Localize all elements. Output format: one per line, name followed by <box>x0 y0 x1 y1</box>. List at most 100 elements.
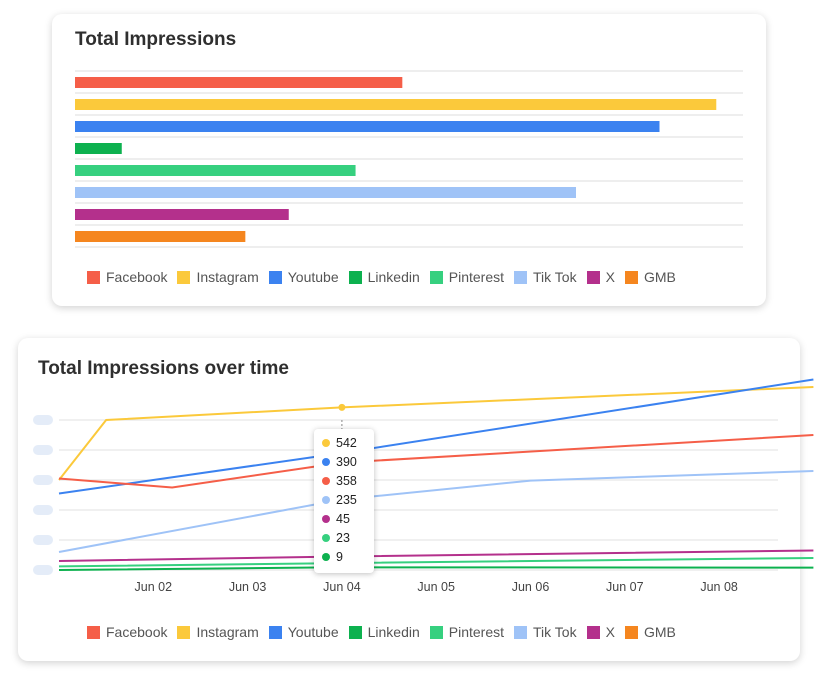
legend-swatch <box>348 270 362 284</box>
x-tick-label: Jun 06 <box>512 580 550 594</box>
line-legend-item-linkedin[interactable]: Linkedin <box>348 624 420 640</box>
legend-label: Pinterest <box>448 624 505 640</box>
tooltip-value: 358 <box>336 473 357 488</box>
line-instagram <box>58 386 814 481</box>
y-tick-placeholder <box>33 565 53 575</box>
point-instagram <box>338 403 346 411</box>
legend-swatch <box>429 625 443 639</box>
tooltip-dot <box>322 495 330 504</box>
legend-swatch <box>624 270 638 284</box>
tooltip-value: 45 <box>336 511 350 526</box>
total-impressions-card: Total Impressions Facebook Instagram Youtu… <box>52 14 766 306</box>
tooltip-dot <box>322 552 330 561</box>
legend-swatch <box>348 625 362 639</box>
legend-swatch <box>177 625 191 639</box>
legend-swatch <box>429 270 443 284</box>
bar-legend-item-facebook[interactable]: Facebook <box>87 269 167 285</box>
legend-label: Instagram <box>196 624 259 640</box>
tooltip-row: 542 <box>314 433 374 452</box>
line-legend-item-instagram[interactable]: Instagram <box>177 624 259 640</box>
legend-label: X <box>605 624 615 640</box>
bar-legend-item-youtube[interactable]: Youtube <box>268 269 339 285</box>
legend-label: Pinterest <box>448 269 505 285</box>
tooltip-row: 9 <box>314 547 374 566</box>
line-tik-tok <box>58 470 814 553</box>
tooltip-dot <box>322 438 330 447</box>
line-legend-item-pinterest[interactable]: Pinterest <box>429 624 505 640</box>
bar-facebook <box>75 77 403 88</box>
legend-label: Linkedin <box>367 269 420 285</box>
bar-tik-tok <box>75 187 576 198</box>
line-legend-item-x[interactable]: X <box>586 624 615 640</box>
line-legend-item-facebook[interactable]: Facebook <box>87 624 167 640</box>
y-tick-placeholder <box>33 445 53 455</box>
bar-chart-legend: Facebook Instagram Youtube Linkedin Pinteres… <box>87 269 686 285</box>
y-tick-placeholder <box>33 505 53 515</box>
tooltip-dot <box>322 514 330 523</box>
x-tick-label: Jun 04 <box>323 580 361 594</box>
legend-swatch <box>624 625 638 639</box>
y-tick-placeholder <box>33 535 53 545</box>
legend-swatch <box>586 270 600 284</box>
bar-gmb <box>75 231 246 242</box>
bar-legend-item-tik-tok[interactable]: Tik Tok <box>514 269 577 285</box>
legend-label: Facebook <box>106 624 168 640</box>
bar-x <box>75 209 289 220</box>
legend-swatch <box>87 270 100 284</box>
bar-legend-item-linkedin[interactable]: Linkedin <box>348 269 420 285</box>
line-youtube <box>58 378 814 495</box>
line-chart-title: Total Impressions over time <box>38 358 289 379</box>
chart-tooltip: 542 390 358 235 45 23 9 <box>314 429 374 573</box>
legend-label: Tik Tok <box>533 269 577 285</box>
legend-swatch <box>514 270 528 284</box>
bar-legend-item-x[interactable]: X <box>586 269 615 285</box>
legend-swatch <box>586 625 600 639</box>
line-facebook <box>58 434 814 489</box>
x-tick-label: Jun 02 <box>135 580 173 594</box>
legend-swatch <box>514 625 528 639</box>
bar-legend-item-pinterest[interactable]: Pinterest <box>429 269 505 285</box>
line-legend-item-gmb[interactable]: GMB <box>624 624 676 640</box>
bar-instagram <box>75 99 717 110</box>
legend-label: X <box>605 269 615 285</box>
x-tick-label: Jun 03 <box>229 580 267 594</box>
x-tick-label: Jun 08 <box>700 580 738 594</box>
line-chart: Jun 02 Jun 03 Jun 04 Jun 05 Jun 06 Jun 07 Jun … <box>33 378 814 594</box>
legend-swatch <box>87 625 100 639</box>
tooltip-row: 235 <box>314 490 374 509</box>
legend-label: Facebook <box>106 269 168 285</box>
bar-legend-item-gmb[interactable]: GMB <box>624 269 676 285</box>
legend-swatch <box>268 625 282 639</box>
legend-label: Tik Tok <box>533 624 577 640</box>
bar-pinterest <box>75 165 356 176</box>
tooltip-row: 45 <box>314 509 374 528</box>
tooltip-value: 235 <box>336 492 357 507</box>
tooltip-row: 358 <box>314 471 374 490</box>
tooltip-value: 23 <box>336 530 350 545</box>
tooltip-row: 390 <box>314 452 374 471</box>
tooltip-dot <box>322 533 330 542</box>
line-legend-item-tik-tok[interactable]: Tik Tok <box>514 624 577 640</box>
legend-label: Youtube <box>287 269 339 285</box>
tooltip-dot <box>322 476 330 485</box>
line-chart-legend: Facebook Instagram Youtube Linkedin Pinteres… <box>87 624 686 640</box>
legend-label: Youtube <box>287 624 339 640</box>
line-legend-item-youtube[interactable]: Youtube <box>268 624 339 640</box>
tooltip-value: 9 <box>336 549 343 564</box>
tooltip-dot <box>322 457 330 466</box>
bar-chart-title: Total Impressions <box>75 29 237 50</box>
tooltip-value: 390 <box>336 454 357 469</box>
bar-chart <box>75 70 743 248</box>
legend-label: Linkedin <box>367 624 420 640</box>
impressions-over-time-card: Total Impressions over time Jun 02 Jun 03… <box>18 338 814 661</box>
x-tick-label: Jun 07 <box>606 580 644 594</box>
legend-swatch <box>268 270 282 284</box>
legend-label: Instagram <box>196 269 259 285</box>
bar-linkedin <box>75 143 122 154</box>
x-tick-label: Jun 05 <box>417 580 455 594</box>
legend-label: GMB <box>643 269 676 285</box>
legend-swatch <box>177 270 191 284</box>
bar-legend-item-instagram[interactable]: Instagram <box>177 269 259 285</box>
y-tick-placeholder <box>33 415 53 425</box>
y-tick-placeholder <box>33 475 53 485</box>
